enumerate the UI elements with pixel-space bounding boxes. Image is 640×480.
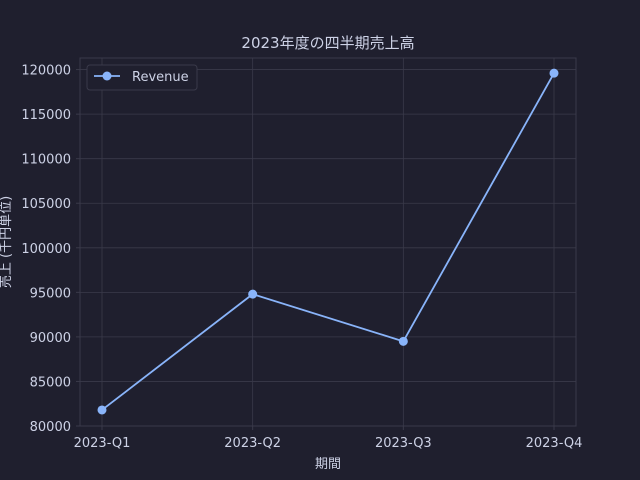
legend: Revenue — [86, 64, 198, 91]
series-layer — [97, 68, 559, 415]
y-tick-labels: 80000 85000 90000 95000 100000 105000 110000 11… — [21, 64, 71, 435]
x-tick-labels: 2023-Q1 2023-Q2 2023-Q3 2023-Q4 — [74, 436, 583, 451]
y-tick-label: 100000 — [21, 242, 71, 257]
x-tick-label: 2023-Q3 — [375, 436, 432, 451]
x-axis-label: 期間 — [315, 457, 341, 472]
legend-marker-swatch — [102, 71, 112, 81]
plot-frame — [79, 57, 577, 427]
y-axis-label: 売上 (千円単位) — [0, 196, 14, 288]
y-tick-label: 105000 — [21, 197, 71, 212]
x-tick-label: 2023-Q1 — [74, 436, 131, 451]
legend-box — [86, 64, 198, 91]
y-tick-label: 90000 — [30, 331, 71, 346]
y-tick-label: 120000 — [21, 64, 71, 79]
legend-label: Revenue — [132, 70, 189, 85]
x-tick-label: 2023-Q4 — [526, 436, 583, 451]
series-line — [101, 72, 555, 411]
y-tick-label: 115000 — [21, 108, 71, 123]
y-tick-label: 95000 — [30, 286, 71, 301]
chart-title: 2023年度の四半期売上高 — [241, 34, 414, 52]
data-point — [97, 405, 107, 415]
data-point — [398, 336, 408, 346]
data-point — [549, 68, 559, 78]
y-tick-label: 80000 — [30, 420, 71, 435]
grid-layer — [76, 58, 576, 430]
x-tick-label: 2023-Q2 — [224, 436, 281, 451]
y-tick-label: 110000 — [21, 153, 71, 168]
data-point — [248, 289, 258, 299]
y-tick-label: 85000 — [30, 375, 71, 390]
